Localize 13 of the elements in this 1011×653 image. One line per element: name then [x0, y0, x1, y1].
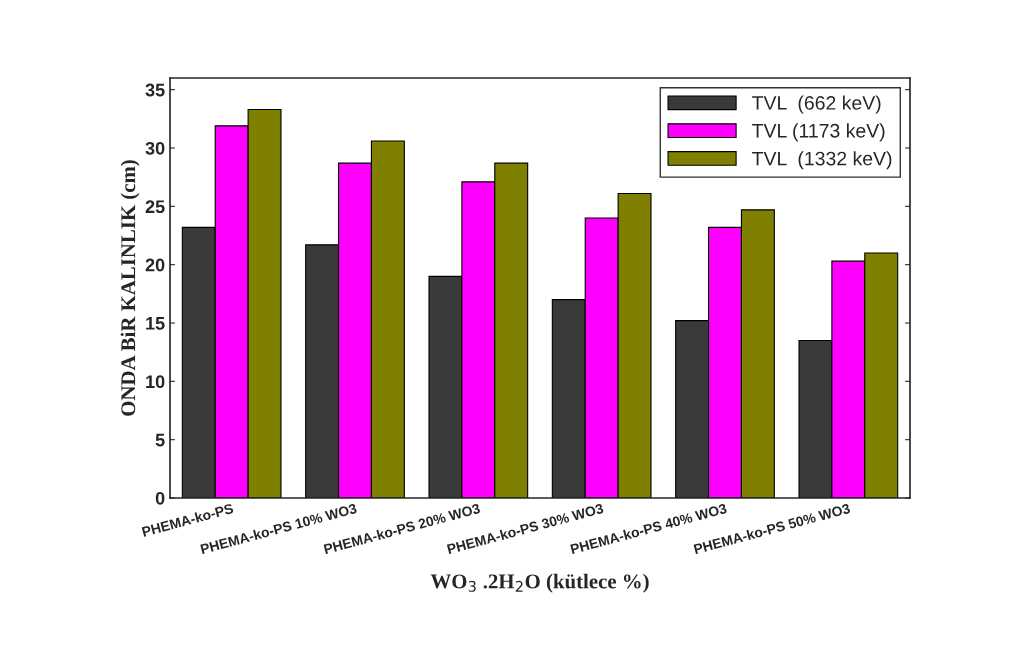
legend-label: TVL (1173 keV)	[752, 123, 885, 142]
y-tick-label: 15	[146, 317, 165, 330]
y-tick-label: 0	[155, 491, 165, 505]
y-axis-title: ONDA BiR KALINLIK (cm)	[120, 160, 140, 416]
y-tick-label: 20	[145, 258, 165, 272]
x-axis-title: WO$_{3}$ .2H$_{2}$O (kütlece %)	[430, 573, 649, 593]
legend-label: TVL (1332 keV)	[752, 151, 892, 170]
y-tick-label: 35	[145, 83, 165, 97]
y-tick-label: 5	[155, 433, 165, 447]
legend-label: TVL (662 keV)	[752, 95, 881, 114]
y-tick-label: 25	[145, 200, 165, 214]
y-tick-label: 10	[146, 375, 165, 389]
y-tick-label: 30	[145, 141, 165, 155]
